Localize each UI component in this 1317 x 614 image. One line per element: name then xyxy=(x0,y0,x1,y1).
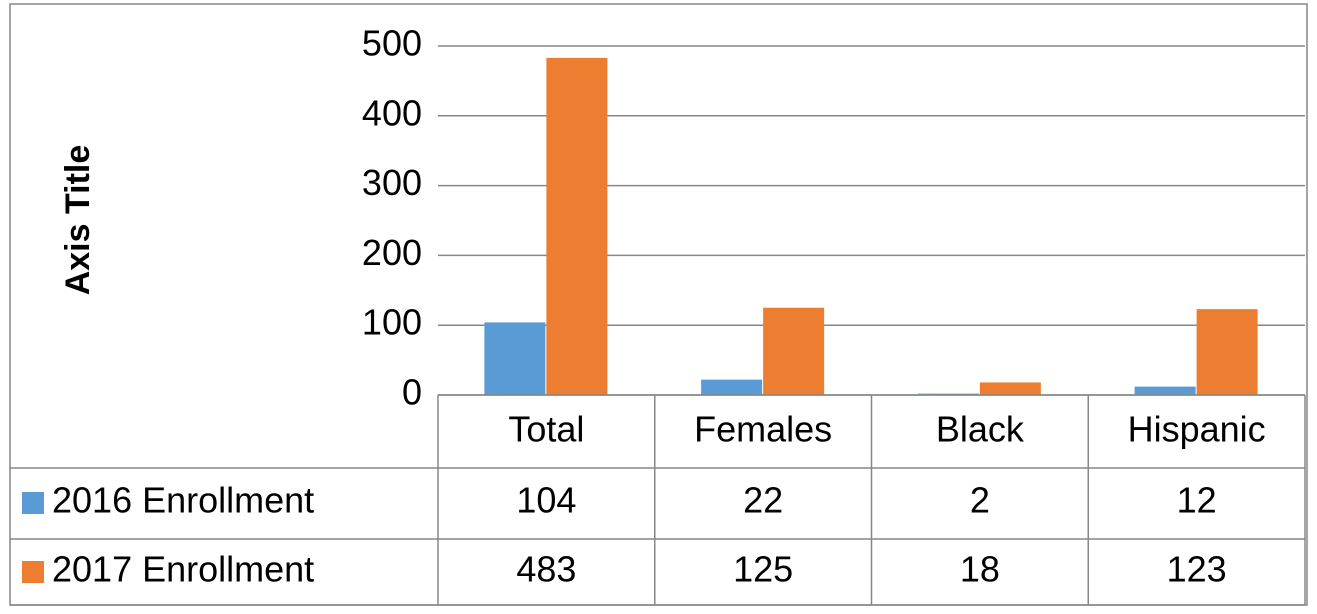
y-tick-label: 500 xyxy=(362,23,422,64)
table-value: 22 xyxy=(743,480,783,521)
x-tick-label: Hispanic xyxy=(1128,409,1266,450)
bar xyxy=(546,57,608,396)
legend-key xyxy=(22,561,44,583)
bar xyxy=(763,307,825,395)
table-value: 2 xyxy=(970,480,990,521)
table-value: 18 xyxy=(960,549,1000,590)
legend-label: 2016 Enrollment xyxy=(52,480,314,521)
x-tick-label: Black xyxy=(936,409,1025,450)
y-axis-title: Axis Title xyxy=(59,145,97,296)
table-value: 123 xyxy=(1167,549,1227,590)
table-value: 125 xyxy=(733,549,793,590)
legend-key xyxy=(22,492,44,514)
bar xyxy=(1134,386,1196,395)
bar xyxy=(701,379,763,395)
bar xyxy=(484,322,546,395)
bar xyxy=(1196,309,1258,395)
table-value: 12 xyxy=(1177,480,1217,521)
y-tick-label: 400 xyxy=(362,92,422,133)
x-tick-label: Total xyxy=(508,409,584,450)
bar xyxy=(979,382,1041,395)
y-tick-label: 200 xyxy=(362,232,422,273)
x-tick-label: Females xyxy=(694,409,832,450)
table-value: 483 xyxy=(516,549,576,590)
table-value: 104 xyxy=(516,480,576,521)
y-tick-label: 100 xyxy=(362,302,422,343)
y-tick-label: 0 xyxy=(402,372,422,413)
y-tick-label: 300 xyxy=(362,162,422,203)
legend-label: 2017 Enrollment xyxy=(52,549,314,590)
